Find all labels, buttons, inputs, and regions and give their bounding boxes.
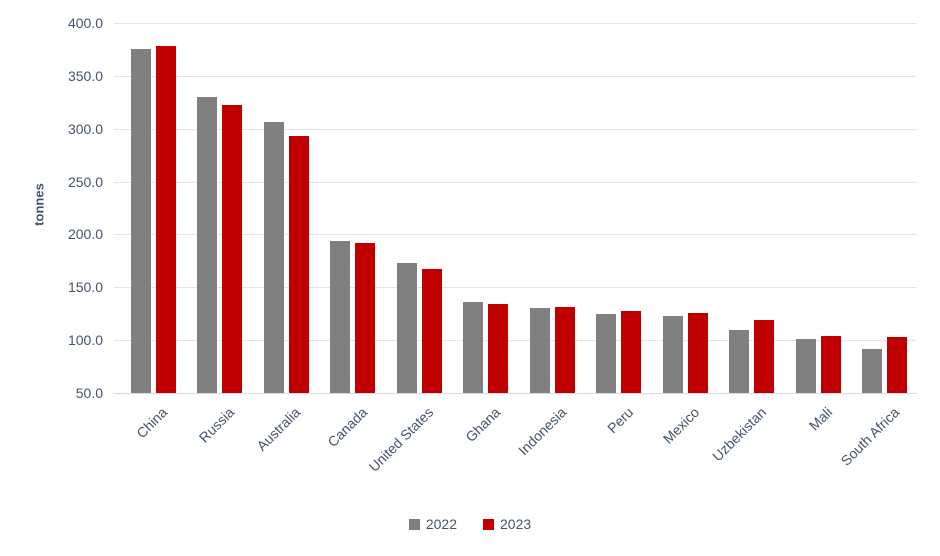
y-tick-label: 100.0 bbox=[67, 332, 103, 349]
bar-2022-russia bbox=[197, 97, 217, 393]
gridline bbox=[114, 75, 917, 77]
gridline bbox=[114, 340, 917, 342]
gridline bbox=[114, 287, 917, 289]
bar-2023-china bbox=[155, 46, 176, 393]
gridline bbox=[114, 234, 917, 236]
y-tick-label: 300.0 bbox=[67, 120, 103, 137]
y-tick-label: 350.0 bbox=[67, 67, 103, 84]
legend-label: 2022 bbox=[425, 516, 457, 532]
y-tick-label: 400.0 bbox=[67, 15, 103, 31]
bar-2023-mali bbox=[820, 335, 841, 393]
bar-2023-uzbekistan bbox=[754, 320, 774, 393]
bar-2023-canada bbox=[355, 242, 375, 393]
bar-2023-united-states bbox=[421, 269, 442, 393]
bar-2022-australia bbox=[263, 122, 284, 393]
bar-2022-china bbox=[130, 49, 151, 393]
legend-label: 2023 bbox=[500, 516, 532, 532]
bar-2023-south-africa bbox=[887, 336, 907, 393]
bar-2023-indonesia bbox=[554, 307, 575, 393]
x-axis-line bbox=[114, 393, 917, 394]
chart-legend: 2022 2023 bbox=[0, 516, 940, 532]
y-tick-label: 150.0 bbox=[67, 279, 103, 296]
bar-2022-south-africa bbox=[862, 348, 882, 393]
bar-2023-mexico bbox=[687, 312, 708, 393]
legend-item-2023: 2023 bbox=[483, 516, 531, 532]
y-tick-label: 200.0 bbox=[67, 226, 103, 243]
bar-2022-peru bbox=[596, 313, 616, 393]
legend-swatch-2022-icon bbox=[408, 518, 420, 530]
y-tick-label: 50.0 bbox=[75, 385, 103, 401]
bar-2022-canada bbox=[330, 240, 350, 393]
gridline bbox=[114, 128, 917, 130]
bar-2022-mexico bbox=[662, 315, 683, 393]
gridline bbox=[114, 23, 917, 24]
bar-2022-ghana bbox=[463, 302, 483, 393]
bar-2023-russia bbox=[222, 105, 242, 393]
gridline bbox=[114, 181, 917, 183]
bar-2023-australia bbox=[288, 136, 309, 393]
legend-item-2022: 2022 bbox=[408, 516, 457, 532]
bar-2022-mali bbox=[795, 339, 816, 393]
bar-2022-united-states bbox=[396, 262, 417, 393]
bar-2023-peru bbox=[621, 310, 641, 393]
bar-2023-ghana bbox=[488, 304, 508, 393]
legend-swatch-2023-icon bbox=[483, 518, 494, 530]
bar-2022-uzbekistan bbox=[729, 329, 749, 393]
y-tick-label: 250.0 bbox=[67, 173, 103, 190]
bar-2022-indonesia bbox=[529, 308, 550, 393]
